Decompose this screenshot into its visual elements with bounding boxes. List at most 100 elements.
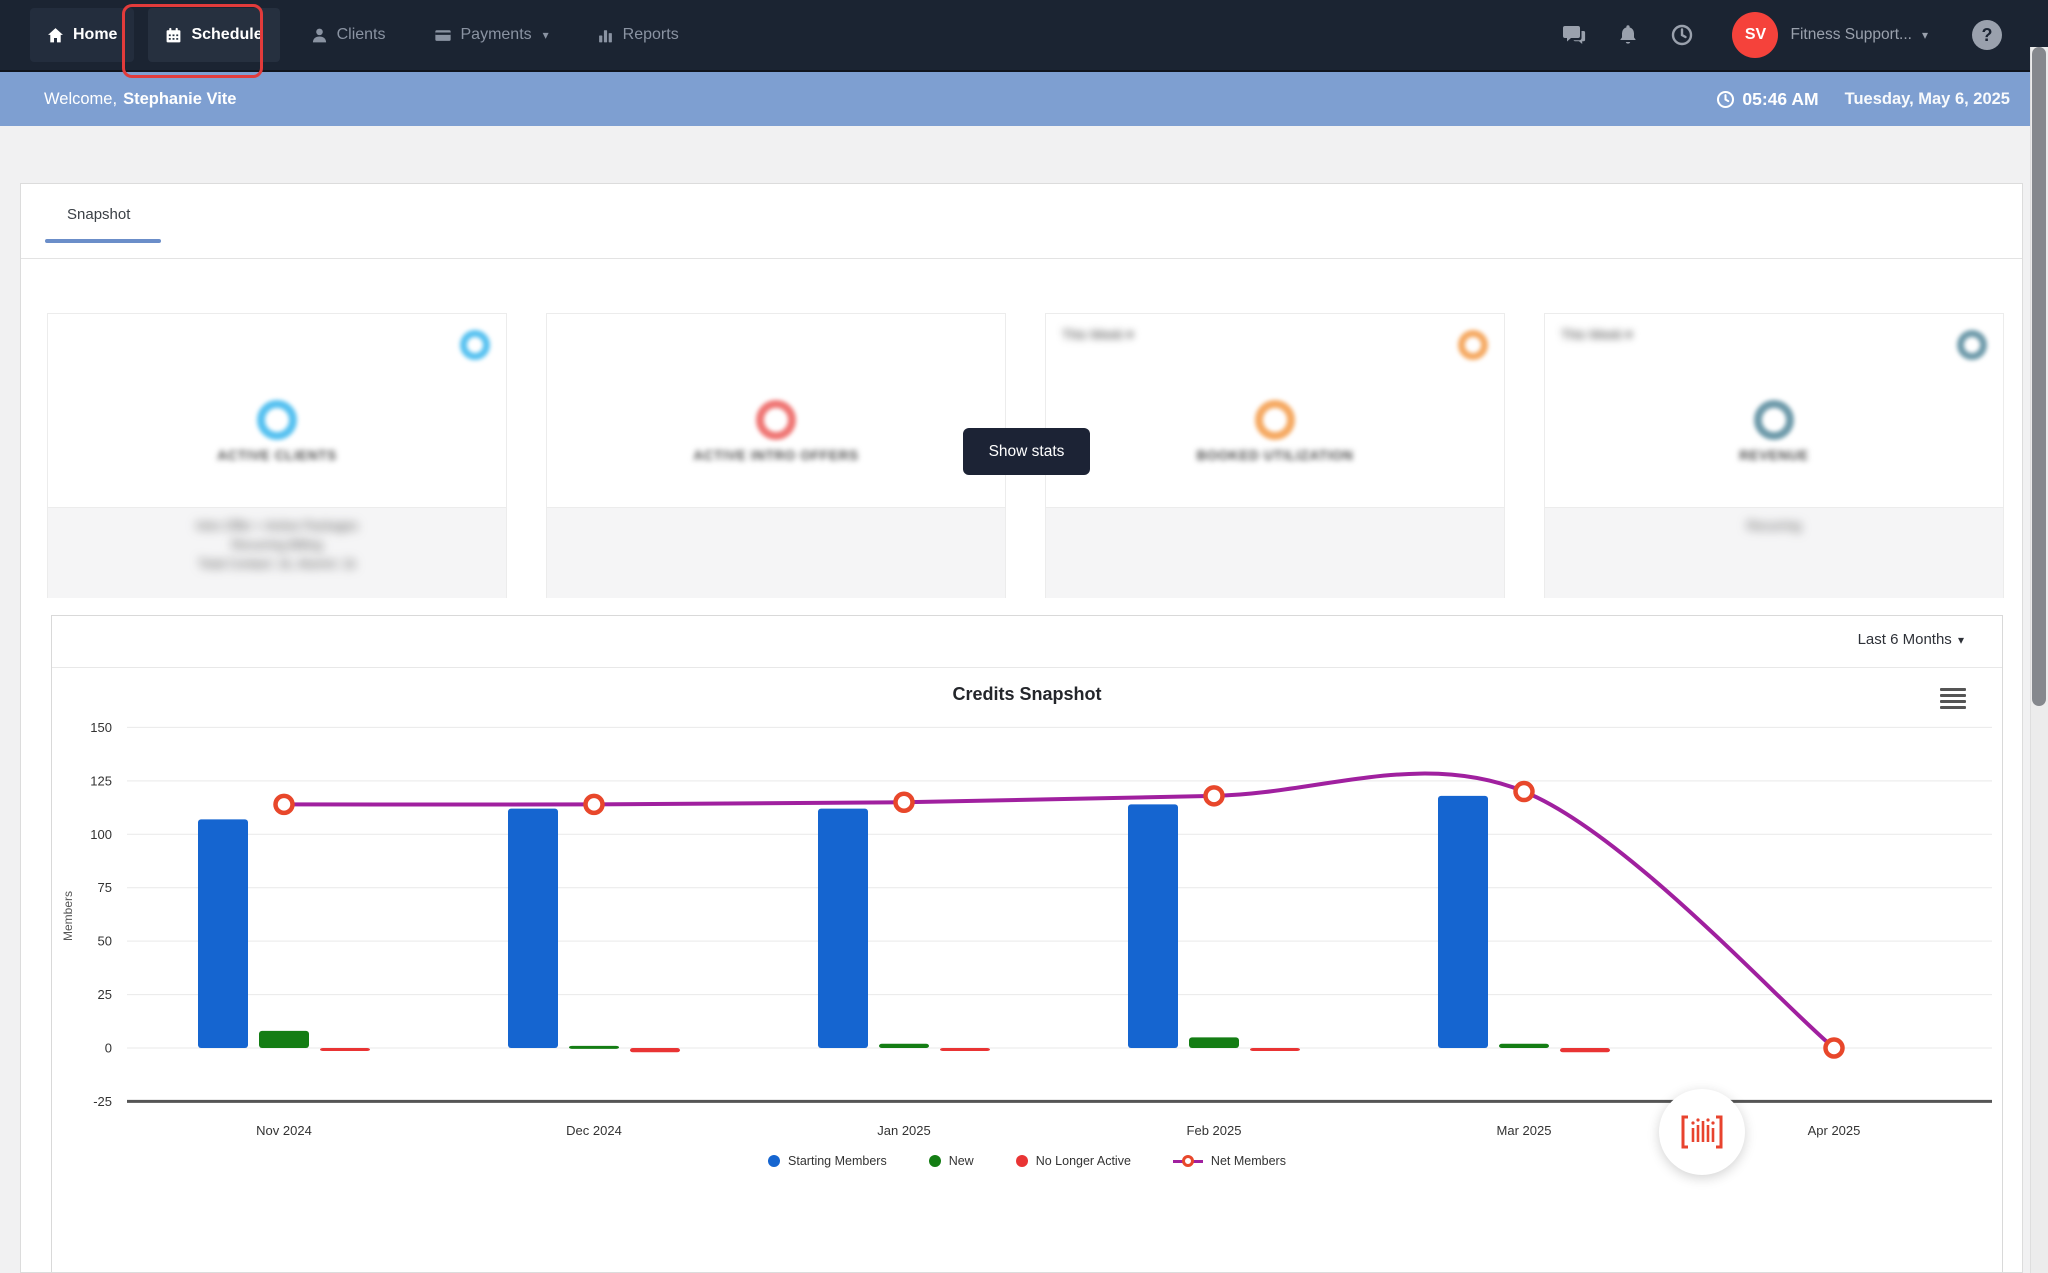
help-icon[interactable]: ? [1972,20,2002,50]
legend-item-net-members[interactable]: Net Members [1172,1154,1286,1168]
legend-marker-icon [768,1155,781,1167]
chevron-down-icon: ▾ [1921,28,1928,42]
card-title: BOOKED UTILIZATION [1196,448,1354,463]
tab-row: Snapshot [21,184,2022,259]
stat-cards-row: ACTIVE CLIENTS Intro Offer + Active Pack… [21,313,2022,598]
brand-watermark [1659,1089,1745,1175]
show-stats-button[interactable]: Show stats [963,428,1090,475]
svg-text:Dec 2024: Dec 2024 [566,1123,622,1138]
legend-marker-icon [1015,1155,1028,1167]
nav-item-home[interactable]: Home [30,8,135,62]
main-panel: Snapshot ACTIVE CLIENTS Intro Offer + Ac… [20,183,2023,1273]
loading-ring-icon [460,330,490,360]
chart-menu-icon[interactable] [1940,688,1966,712]
calendar-icon [167,27,181,42]
top-nav: Home Schedule Clients Payments ▾ Reports… [0,0,2048,72]
footer-line: Intro Offer + Active Packages [195,519,358,533]
welcome-bar: Welcome, Stephanie Vite 05:46 AM Tuesday… [0,72,2048,126]
card-revenue: This Week ▾ REVENUE Recurring [1544,313,2004,598]
period-dropdown[interactable]: This Week ▾ [1561,327,1633,342]
current-date: Tuesday, May 6, 2025 [1844,89,2010,108]
legend-label: Starting Members [788,1154,887,1168]
svg-text:25: 25 [98,987,112,1002]
card-title: ACTIVE CLIENTS [217,448,337,463]
tab-snapshot[interactable]: Snapshot [67,206,131,223]
home-icon [48,27,63,42]
clock-icon[interactable] [1670,23,1694,47]
credits-snapshot-panel: Last 6 Months ▾ Credits Snapshot 150 125 1… [51,615,2003,1272]
range-label: Last 6 Months [1857,631,1952,648]
account-name: Fitness Support... [1790,26,1912,43]
legend-marker-icon [928,1155,941,1167]
barcode-logo-icon [1681,1115,1723,1149]
card-icon [434,29,451,41]
nav-item-clients[interactable]: Clients [294,8,403,62]
footer-line: Recurring [1746,519,1802,533]
card-footer [1046,507,1504,598]
footer-line: Total Contact: 1k, Alumni: 1k [198,557,356,571]
legend-label: Net Members [1210,1154,1286,1168]
legend-label: New [948,1154,974,1168]
svg-text:Apr 2025: Apr 2025 [1808,1123,1861,1138]
greeting-text: Welcome, [44,89,118,108]
nav-item-label: Clients [336,26,386,43]
card-title: ACTIVE INTRO OFFERS [693,448,859,463]
chart-title: Credits Snapshot [952,684,1102,704]
welcome-message: Welcome, Stephanie Vite [44,72,236,126]
nav-item-label: Reports [622,26,679,43]
chart-legend: Starting Members New No Longer Active Net M… [52,1154,2002,1168]
legend-item-no-longer-active[interactable]: No Longer Active [1015,1154,1131,1168]
loading-ring-icon [1957,330,1987,360]
time-group: 05:46 AM [1716,88,1819,110]
svg-text:50: 50 [98,934,112,949]
card-footer: Recurring [1545,507,2003,598]
chevron-down-icon: ▾ [542,28,549,42]
card-booked-utilization: This Week ▾ BOOKED UTILIZATION [1045,313,1505,598]
card-title: REVENUE [1739,448,1809,463]
loading-spinner-icon [257,400,297,440]
svg-text:0: 0 [105,1041,112,1056]
card-footer [547,507,1005,598]
nav-item-label: Home [73,26,118,43]
bar-chart-icon [598,29,612,42]
range-selector[interactable]: Last 6 Months ▾ [1858,631,1964,648]
svg-text:Members: Members [61,891,75,941]
bell-icon[interactable] [1616,23,1640,47]
legend-item-new[interactable]: New [928,1154,974,1168]
avatar[interactable]: SV [1732,12,1779,58]
nav-item-payments[interactable]: Payments ▾ [417,8,566,62]
nav-right: SV Fitness Support... ▾ ? [1562,0,2002,70]
svg-text:Jan 2025: Jan 2025 [877,1123,931,1138]
card-active-clients: ACTIVE CLIENTS Intro Offer + Active Pack… [47,313,507,598]
legend-item-starting-members[interactable]: Starting Members [768,1154,887,1168]
svg-text:Nov 2024: Nov 2024 [256,1123,312,1138]
account-menu[interactable]: Fitness Support... ▾ [1790,26,1928,44]
scrollbar-thumb[interactable] [2032,47,2046,706]
loading-spinner-icon [1255,400,1295,440]
svg-text:100: 100 [90,827,112,842]
clock-icon [1717,90,1735,108]
nav-left: Home Schedule Clients Payments ▾ Reports [30,0,696,70]
current-time: 05:46 AM [1742,88,1819,109]
svg-text:Mar 2025: Mar 2025 [1497,1123,1552,1138]
credits-snapshot-chart: 150 125 100 75 50 25 0 -25 Members Nov 2024 Dec 20… [61,720,1992,1138]
tab-active-indicator [45,239,161,243]
legend-line-marker-icon [1172,1154,1203,1168]
period-dropdown[interactable]: This Week ▾ [1062,327,1134,342]
svg-text:-25: -25 [93,1094,112,1109]
user-name: Stephanie Vite [123,89,237,108]
card-active-intro-offers: ACTIVE INTRO OFFERS [546,313,1006,598]
nav-item-schedule[interactable]: Schedule [148,8,280,62]
chart-header: Last 6 Months ▾ [52,616,2002,668]
svg-text:Feb 2025: Feb 2025 [1187,1123,1242,1138]
chat-icon[interactable] [1562,23,1586,47]
chevron-down-icon: ▾ [1957,633,1964,647]
svg-text:150: 150 [90,720,112,735]
person-icon [312,28,326,42]
loading-spinner-icon [756,400,796,440]
loading-ring-icon [1458,330,1488,360]
legend-label: No Longer Active [1035,1154,1131,1168]
nav-item-reports[interactable]: Reports [580,8,696,62]
svg-text:75: 75 [98,880,112,895]
card-footer: Intro Offer + Active Packages Recurring … [48,507,506,598]
